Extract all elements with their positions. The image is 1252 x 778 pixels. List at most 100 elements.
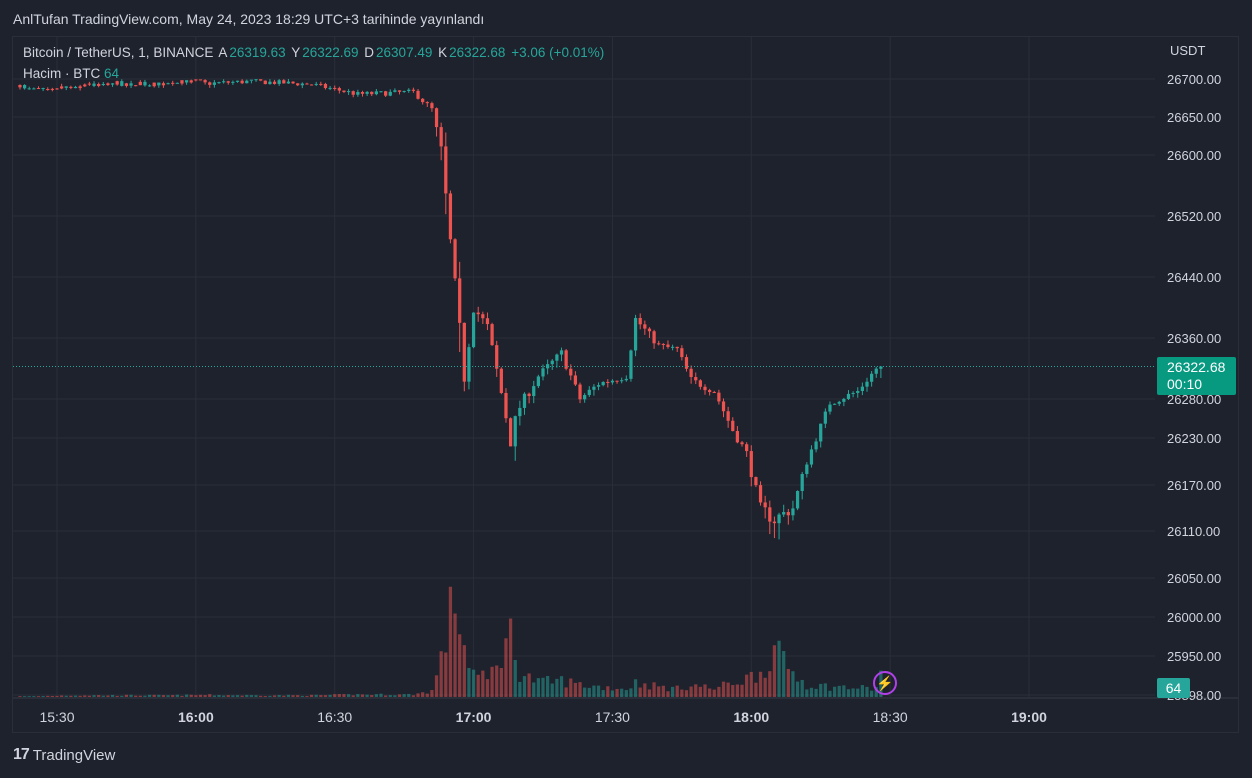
candle-body (823, 411, 827, 424)
candle-body (402, 90, 406, 92)
volume-bar (809, 687, 814, 697)
chart-pane[interactable] (12, 36, 1239, 733)
currency-label[interactable]: USDT (1170, 43, 1206, 58)
volume-bar (559, 676, 564, 697)
candle-body (870, 373, 874, 382)
volume-bar (569, 678, 573, 697)
volume-bar (689, 686, 693, 697)
volume-label[interactable]: Hacim · BTC (23, 66, 101, 81)
candle-body (550, 360, 554, 365)
bar-countdown: 00:10 (1167, 376, 1203, 392)
volume-bar (624, 690, 628, 697)
y-tick-label: 26170.00 (1167, 478, 1221, 493)
volume-bar (536, 678, 540, 697)
candle-body (180, 80, 184, 84)
candle-body (124, 83, 129, 86)
candle-body (708, 390, 712, 393)
candle-body (592, 386, 596, 390)
volume-bar (832, 686, 837, 697)
candle-body (661, 343, 665, 345)
volume-bar (272, 695, 277, 697)
candle-body (805, 464, 809, 474)
volume-value: 64 (104, 66, 120, 81)
volume-bar (231, 695, 235, 697)
candle-body (411, 89, 416, 91)
candle-body (296, 83, 300, 86)
volume-bar (374, 694, 378, 697)
candle-body (83, 84, 87, 87)
volume-bar (638, 687, 642, 697)
y-tick-label: 25950.00 (1167, 649, 1221, 664)
volume-bar (259, 695, 263, 697)
candle-body (365, 91, 369, 94)
x-tick-label: 18:00 (733, 709, 769, 725)
brand-name: TradingView (32, 746, 116, 764)
volume-bar (513, 659, 517, 697)
volume-badge: 64 (1157, 678, 1190, 698)
volume-bar (814, 688, 818, 697)
time-axis[interactable]: 15:30 16:00 16:30 17:00 17:30 18:00 18:30 19:00 (39, 709, 1047, 725)
candle-body (226, 81, 230, 83)
candle-body (120, 81, 124, 86)
candle-body (110, 83, 115, 85)
volume-bar (541, 677, 545, 697)
volume-bar (758, 671, 763, 697)
y-tick-label: 26650.00 (1167, 110, 1221, 125)
volume-bar (694, 684, 698, 697)
volume-bar (323, 695, 328, 697)
volume-bar (434, 675, 439, 697)
candle-body (305, 83, 309, 85)
candle-body (689, 368, 693, 378)
volume-bar (411, 695, 416, 697)
candle-body (643, 324, 647, 329)
candle-body (601, 381, 605, 386)
y-tick-label: 26440.00 (1167, 270, 1221, 285)
volume-bar (828, 690, 832, 697)
volume-bar (157, 694, 161, 697)
volume-bars (18, 586, 883, 697)
volume-bar (721, 681, 726, 697)
candle-body (837, 401, 841, 404)
volume-bar (27, 696, 31, 697)
volume-bar (212, 695, 216, 697)
candle-body (138, 81, 142, 86)
volume-bar (166, 695, 170, 697)
candle-body (309, 84, 314, 86)
volume-bar (217, 694, 221, 697)
volume-bar (518, 681, 522, 697)
candle-body (161, 83, 166, 86)
symbol-title[interactable]: Bitcoin / TetherUS, 1, BINANCE (23, 45, 214, 60)
volume-bar (83, 695, 87, 697)
volume-bar (60, 695, 64, 697)
candle-body (583, 395, 587, 400)
volume-bar (337, 694, 341, 697)
price-axis[interactable]: 26700.00 26650.00 26600.00 26520.00 26440.00… (1167, 72, 1221, 703)
lightning-icon[interactable]: ⚡ (873, 671, 897, 695)
candle-body (342, 90, 346, 92)
candle-body (55, 88, 59, 90)
candle-body (272, 81, 277, 84)
volume-bar (856, 688, 860, 697)
candle-body (777, 514, 781, 524)
volume-bar (254, 695, 258, 697)
volume-bar (606, 686, 610, 697)
volume-bar (425, 693, 429, 697)
volume-bar (615, 688, 619, 697)
volume-bar (610, 690, 615, 697)
volume-bar (786, 668, 790, 697)
open-value: 26319.63 (229, 45, 286, 60)
candle-body (351, 91, 355, 95)
candle-body (606, 381, 610, 383)
candle-body (97, 84, 101, 86)
candle-body (731, 420, 735, 432)
volume-bar (583, 687, 587, 697)
volume-bar (55, 695, 59, 697)
candle-body (203, 80, 207, 83)
volume-bar (698, 686, 702, 697)
candle-body (499, 368, 503, 393)
volume-bar (675, 685, 679, 697)
candle-body (587, 389, 591, 396)
volume-bar (508, 618, 513, 697)
x-tick-label: 15:30 (39, 709, 74, 725)
